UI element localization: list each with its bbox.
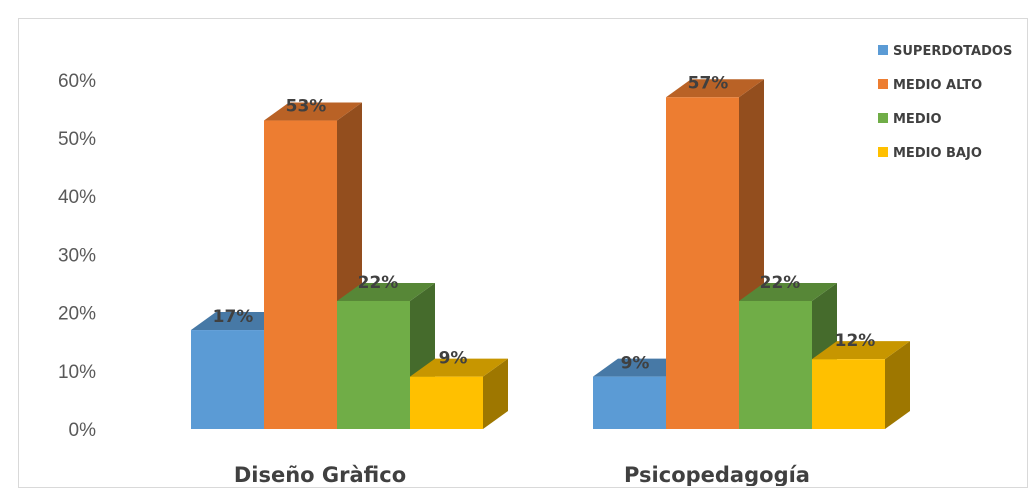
category-label: Diseño Gràfico	[234, 463, 406, 486]
legend-swatch	[878, 113, 888, 123]
bar-front	[593, 376, 666, 429]
data-label: 57%	[688, 73, 729, 93]
data-label: 12%	[835, 331, 876, 351]
bar-top	[812, 341, 910, 360]
bar-front	[264, 120, 337, 429]
y-tick-label: 30%	[58, 245, 96, 266]
bar-front	[739, 300, 812, 429]
bar-top	[666, 79, 764, 98]
data-label: 22%	[358, 273, 399, 293]
bar-front	[666, 97, 739, 429]
y-tick-label: 50%	[58, 129, 96, 150]
bar-side	[483, 358, 508, 429]
data-label: 9%	[621, 354, 650, 374]
bar-top	[337, 282, 435, 301]
legend-swatch	[878, 45, 888, 55]
bars	[191, 79, 910, 429]
bar-front	[812, 359, 885, 429]
legend-label: SUPERDOTADOS	[893, 44, 1012, 59]
x-axis: Diseño Gràfico Psicopedagogía	[234, 463, 810, 486]
category-label: Psicopedagogía	[624, 463, 810, 486]
y-tick-label: 20%	[58, 304, 96, 325]
y-tick-label: 40%	[58, 187, 96, 208]
legend-label: MEDIO ALTO	[893, 78, 982, 93]
data-label: 9%	[439, 349, 468, 369]
bar-medio-bajo-2	[812, 341, 910, 429]
bar-top	[410, 358, 508, 377]
y-axis: 0% 10% 20% 30% 40% 50% 60%	[58, 71, 96, 441]
bar-top	[264, 102, 362, 121]
bar-medio-alto-2	[666, 79, 764, 429]
legend-label: MEDIO BAJO	[893, 146, 982, 161]
bar-top	[739, 282, 837, 301]
y-tick-label: 60%	[58, 71, 96, 92]
legend: SUPERDOTADOS MEDIO ALTO MEDIO MEDIO BAJO	[878, 44, 1012, 161]
data-labels: 17% 53% 22% 9% 9% 57% 22% 12%	[213, 73, 876, 373]
bar-front	[410, 376, 483, 429]
data-label: 53%	[286, 97, 327, 117]
legend-label: MEDIO	[893, 112, 942, 127]
bar-front	[191, 330, 264, 429]
data-label: 22%	[760, 273, 801, 293]
legend-swatch	[878, 147, 888, 157]
data-label: 17%	[213, 307, 254, 327]
legend-swatch	[878, 79, 888, 89]
bar-front	[337, 300, 410, 429]
y-tick-label: 0%	[69, 420, 97, 441]
bar-side	[885, 341, 910, 429]
bar-medio-bajo-1	[410, 358, 508, 429]
y-tick-label: 10%	[58, 362, 96, 383]
